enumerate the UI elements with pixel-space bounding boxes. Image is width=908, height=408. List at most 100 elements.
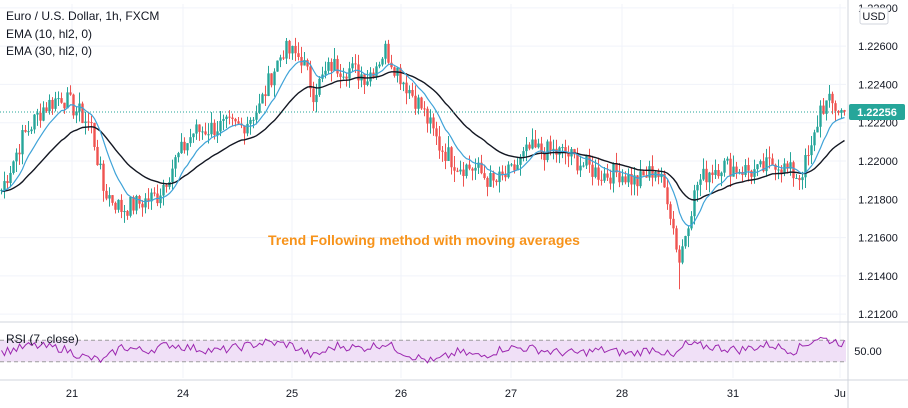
candle bbox=[432, 113, 435, 136]
candle bbox=[579, 155, 582, 177]
candle bbox=[180, 133, 183, 154]
candle bbox=[630, 168, 633, 196]
candle bbox=[279, 54, 282, 68]
candle bbox=[150, 188, 153, 210]
candle bbox=[351, 56, 354, 72]
candle bbox=[282, 50, 285, 60]
candle bbox=[435, 121, 438, 146]
candle bbox=[534, 130, 537, 149]
candle bbox=[633, 166, 636, 196]
candle bbox=[318, 76, 321, 97]
candle bbox=[42, 101, 45, 122]
price-tick-label: 1.22000 bbox=[858, 156, 898, 168]
candle bbox=[6, 174, 9, 190]
candle bbox=[603, 166, 606, 183]
candle bbox=[504, 165, 507, 182]
candle bbox=[537, 138, 540, 149]
candle bbox=[540, 136, 543, 160]
candle bbox=[678, 245, 681, 290]
candle bbox=[423, 101, 426, 117]
symbol-title: Euro / U.S. Dollar, 1h, FXCM bbox=[6, 9, 159, 23]
candle bbox=[381, 57, 384, 67]
candle bbox=[357, 54, 360, 89]
candle bbox=[675, 225, 678, 253]
price-tick-label: 1.22200 bbox=[858, 118, 898, 130]
candle bbox=[330, 58, 333, 82]
candle bbox=[291, 45, 294, 60]
candle bbox=[705, 160, 708, 190]
candle bbox=[495, 179, 498, 186]
candle bbox=[210, 112, 213, 137]
candle bbox=[606, 163, 609, 182]
candle bbox=[297, 42, 300, 61]
candle bbox=[408, 85, 411, 100]
candle bbox=[369, 67, 372, 87]
candle bbox=[516, 158, 519, 171]
currency-badge[interactable] bbox=[859, 7, 889, 25]
candle bbox=[84, 111, 87, 135]
candle bbox=[714, 159, 717, 179]
candle bbox=[717, 164, 720, 179]
rsi-legend: RSI (7, close) bbox=[6, 332, 79, 346]
candle bbox=[426, 106, 429, 133]
candle bbox=[405, 72, 408, 105]
time-axis[interactable]: 21 24 25 26 27 28 31 Ju bbox=[66, 388, 846, 400]
candle bbox=[453, 156, 456, 183]
candle bbox=[483, 164, 486, 180]
candle bbox=[465, 163, 468, 179]
candle bbox=[612, 162, 615, 193]
candle bbox=[507, 161, 510, 179]
candle bbox=[819, 100, 822, 138]
candle bbox=[285, 37, 288, 65]
candle bbox=[327, 57, 330, 74]
candle bbox=[276, 60, 279, 72]
candle bbox=[699, 174, 702, 197]
candle bbox=[54, 91, 57, 112]
candle bbox=[294, 37, 297, 62]
candle bbox=[531, 128, 534, 150]
time-tick-label: 24 bbox=[177, 388, 189, 400]
candle bbox=[492, 170, 495, 188]
candle bbox=[549, 135, 552, 156]
candle bbox=[243, 125, 246, 145]
price-tick-label: 1.22600 bbox=[858, 41, 898, 53]
annotation-text: Trend Following method with moving avera… bbox=[268, 232, 580, 248]
candle bbox=[147, 188, 150, 210]
candle bbox=[264, 85, 267, 107]
time-tick-label: 28 bbox=[616, 388, 628, 400]
rsi-tick-label: 50.00 bbox=[854, 346, 882, 358]
candle bbox=[153, 187, 156, 197]
price-axis[interactable]: 1.228001.226001.224001.222001.220001.218… bbox=[854, 3, 898, 358]
candle bbox=[102, 160, 105, 202]
candle bbox=[216, 120, 219, 143]
candle bbox=[489, 165, 492, 187]
candle bbox=[801, 171, 804, 190]
candle bbox=[702, 158, 705, 181]
ema30-legend: EMA (30, hl2, 0) bbox=[6, 44, 92, 58]
candle bbox=[33, 114, 36, 134]
candle bbox=[57, 91, 60, 107]
candle bbox=[402, 81, 405, 92]
candle bbox=[414, 85, 417, 115]
candle bbox=[123, 204, 126, 223]
ema10-path bbox=[1, 60, 845, 227]
candle bbox=[597, 157, 600, 186]
candle bbox=[51, 97, 54, 115]
candle bbox=[75, 106, 78, 124]
candle bbox=[729, 152, 732, 188]
candle bbox=[189, 128, 192, 147]
candle bbox=[444, 143, 447, 170]
candle bbox=[522, 147, 525, 162]
ema10-line bbox=[1, 60, 845, 227]
candle bbox=[825, 100, 828, 121]
time-tick-label: 25 bbox=[286, 388, 298, 400]
candle bbox=[600, 170, 603, 186]
candle bbox=[441, 146, 444, 162]
candle bbox=[438, 125, 441, 159]
candle bbox=[756, 164, 759, 177]
candle bbox=[777, 159, 780, 180]
price-tick-label: 1.21200 bbox=[858, 309, 898, 321]
candle bbox=[27, 120, 30, 136]
candle bbox=[510, 163, 513, 167]
